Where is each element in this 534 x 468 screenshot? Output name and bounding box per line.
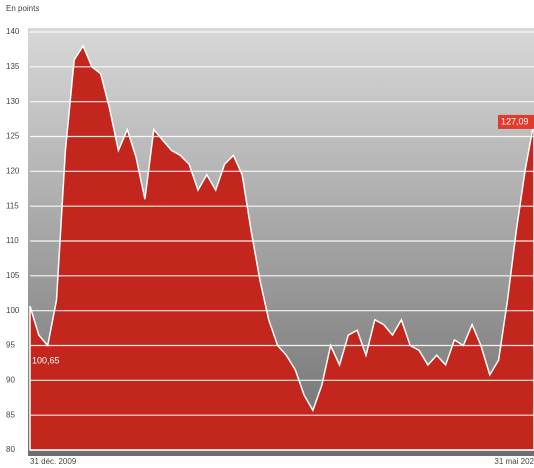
y-tick-label: 140: [6, 27, 20, 36]
y-tick-label: 130: [6, 97, 20, 106]
y-tick-label: 120: [6, 166, 20, 175]
y-tick-label: 95: [6, 341, 15, 350]
y-tick-label: 115: [6, 201, 19, 210]
value-label-box: [498, 114, 534, 129]
y-tick-label: 100: [6, 306, 20, 315]
y-tick-label: 90: [6, 375, 15, 384]
y-tick-label: 125: [6, 132, 20, 141]
x-tick-label: 31 mai 202: [494, 457, 534, 466]
chart-title: En points: [6, 4, 39, 13]
value-label: 127,09: [501, 116, 529, 126]
x-tick-label: 31 déc. 2009: [30, 457, 77, 466]
y-tick-label: 110: [6, 236, 19, 245]
y-tick-label: 135: [6, 62, 20, 71]
y-tick-label: 80: [6, 445, 15, 454]
value-label: 100,65: [32, 356, 60, 366]
y-tick-label: 85: [6, 410, 15, 419]
y-tick-label: 105: [6, 271, 20, 280]
